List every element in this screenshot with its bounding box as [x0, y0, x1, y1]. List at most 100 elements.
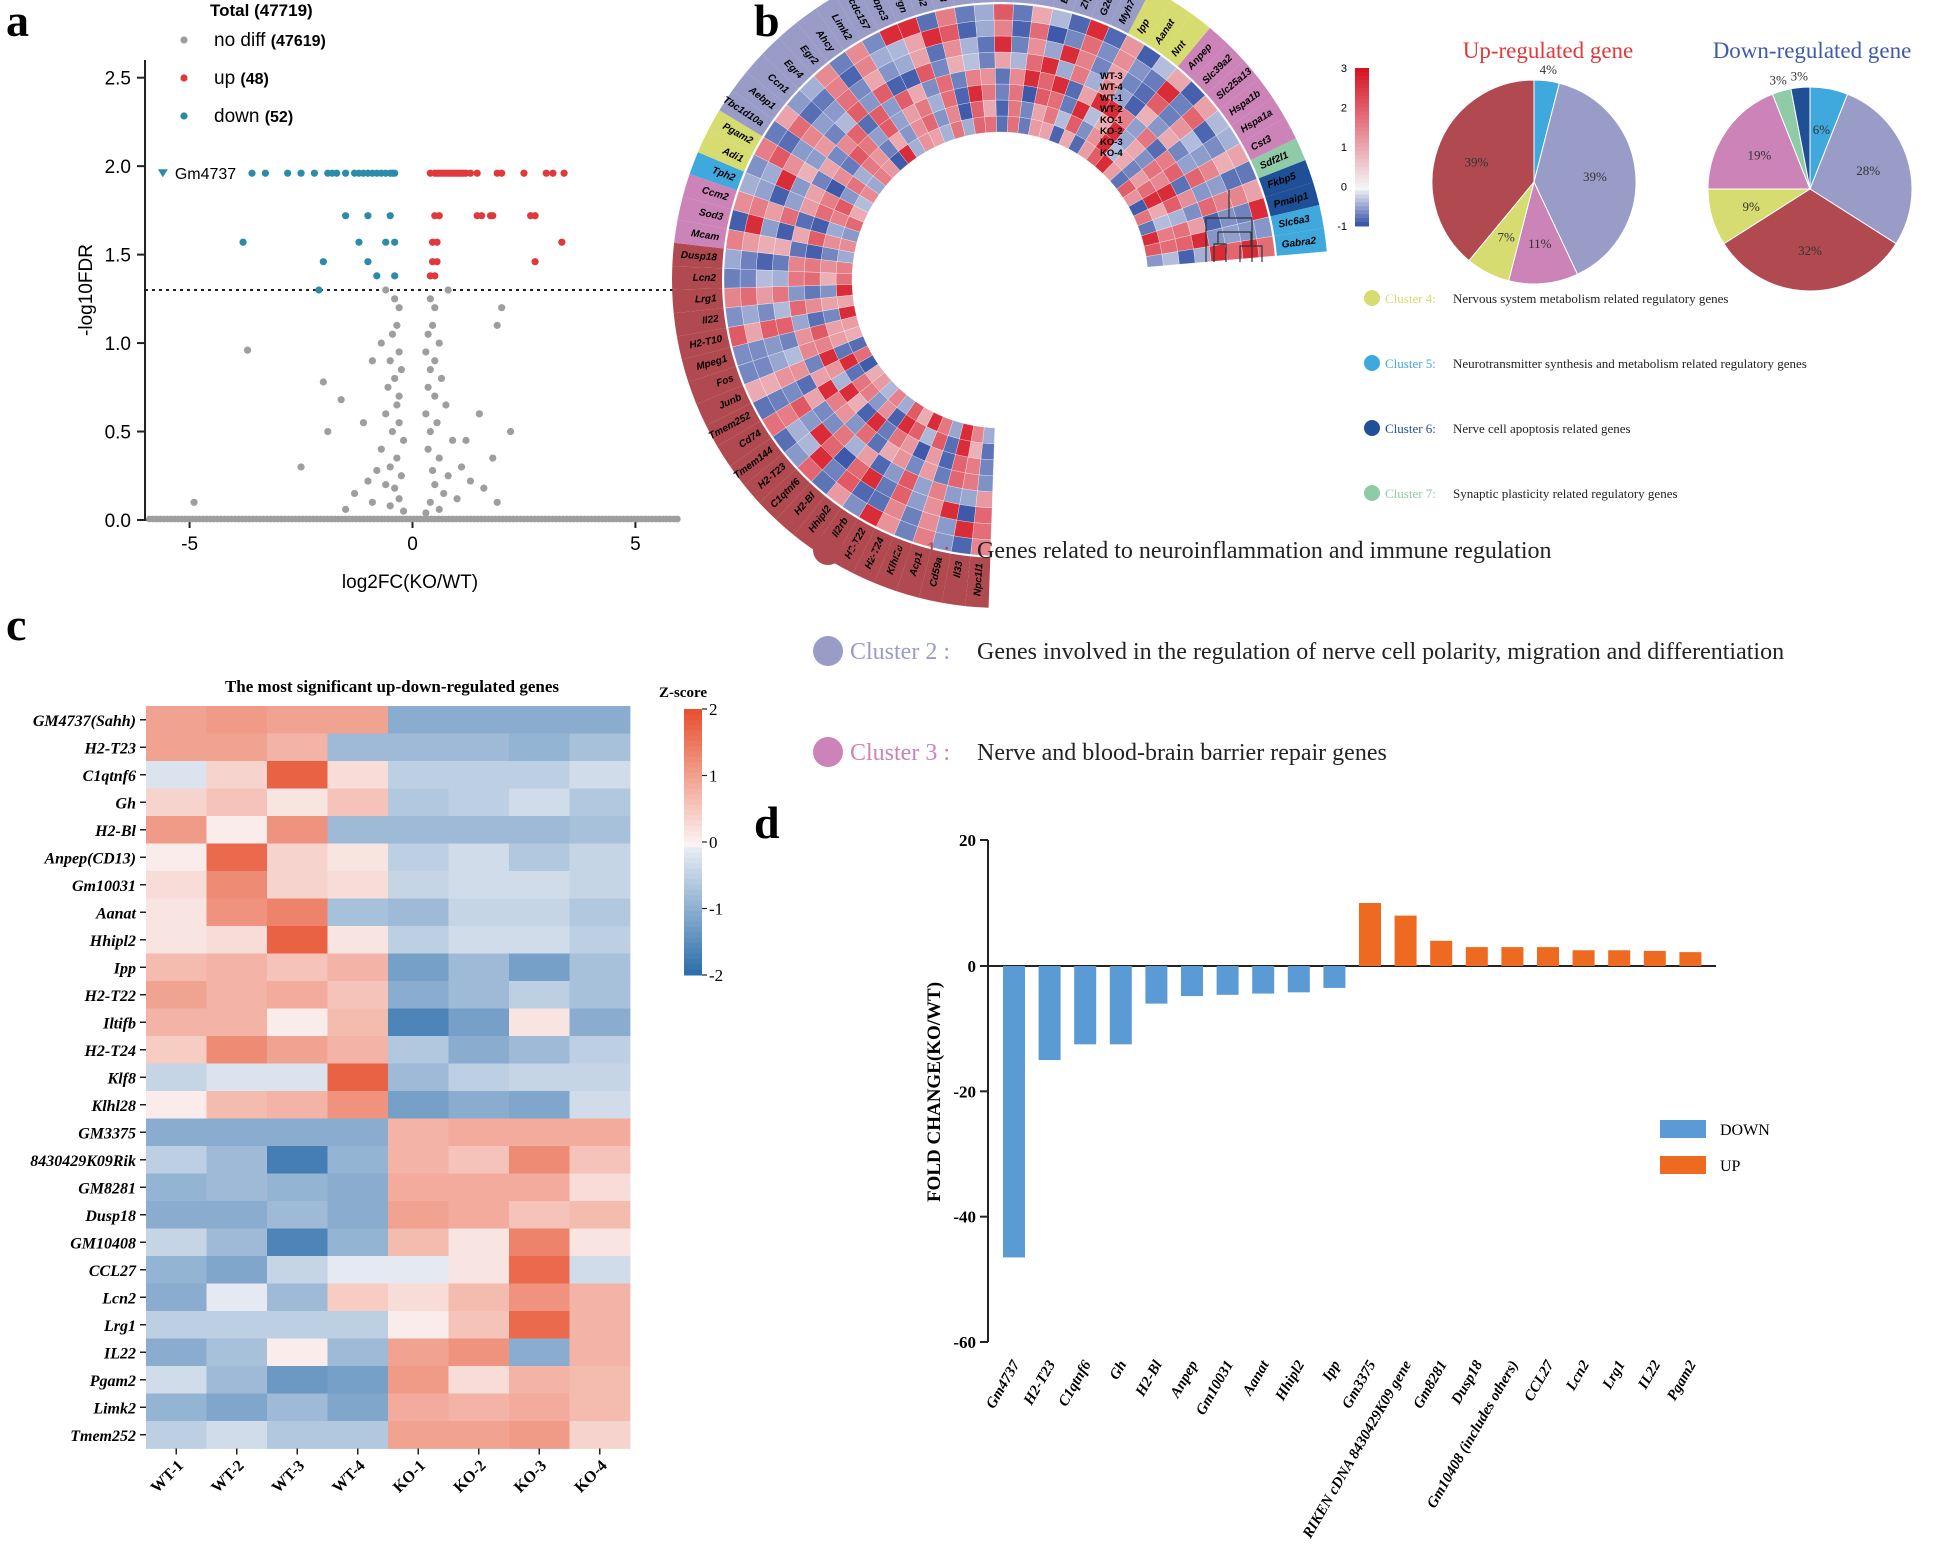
heat-cell — [509, 1036, 570, 1064]
cluster-band — [681, 347, 736, 383]
row-label: Gh — [116, 795, 137, 812]
scale-step — [684, 826, 702, 832]
heat-cell — [146, 1311, 207, 1339]
bar — [1181, 966, 1203, 997]
point-no-diff — [337, 396, 345, 404]
point-down — [355, 238, 363, 246]
heatmap-cells — [146, 706, 631, 1449]
cluster-band — [1128, 0, 1172, 44]
heat-cell — [388, 1421, 449, 1449]
y-tick-label: 20 — [959, 831, 976, 850]
scale-step — [684, 772, 702, 779]
heat-cell — [267, 1008, 328, 1037]
heat-cell — [509, 926, 570, 954]
heat-cell — [146, 788, 207, 817]
cluster-band — [815, 0, 861, 50]
heat-cell — [448, 1311, 510, 1339]
heat-cell — [267, 1338, 328, 1367]
heat-cell — [1008, 84, 1024, 102]
heat-cell — [146, 898, 207, 927]
point-no-diff — [397, 366, 405, 374]
heat-cell — [569, 1063, 631, 1092]
heat-cell — [388, 761, 449, 789]
heat-cell — [267, 843, 328, 872]
bar — [1323, 966, 1346, 988]
heat-cell — [388, 871, 449, 899]
cluster-band — [887, 0, 916, 22]
scale-step — [1355, 115, 1369, 120]
point-no-diff — [359, 419, 368, 427]
scale-step — [684, 762, 702, 769]
row-label: GM10408 — [70, 1235, 136, 1252]
point-down — [284, 169, 292, 177]
heat-cell — [327, 1063, 389, 1092]
point-up — [558, 238, 566, 246]
heat-cell — [448, 1146, 510, 1174]
point-no-diff — [350, 489, 359, 498]
cluster-band — [677, 196, 732, 229]
heat-cell — [788, 255, 806, 272]
heat-cell — [448, 1118, 510, 1147]
point-no-diff — [462, 436, 470, 444]
heat-cell — [448, 1421, 510, 1449]
cluster-band — [796, 8, 844, 62]
point-up — [542, 169, 550, 177]
heat-cell — [1193, 246, 1212, 264]
scale-tick-label: 1 — [1341, 142, 1347, 154]
point-down — [364, 212, 372, 220]
heat-cell — [267, 981, 328, 1009]
heat-cell — [569, 843, 631, 872]
heat-cell — [448, 981, 510, 1009]
point-no-diff — [426, 498, 434, 506]
point-no-diff — [388, 427, 397, 436]
gene-label: Mcam — [690, 228, 720, 243]
cluster-band — [1072, 0, 1098, 18]
scale-step — [1355, 166, 1369, 172]
y-tick-label: 0 — [968, 957, 977, 976]
cluster-band — [973, 0, 994, 4]
point-up — [549, 169, 557, 177]
heat-cell — [448, 1256, 510, 1284]
cluster-band — [1177, 27, 1228, 80]
legend-dot-down — [180, 112, 188, 120]
heat-cell — [509, 1063, 570, 1092]
heat-cell — [327, 761, 389, 789]
scale-step — [1355, 198, 1369, 203]
point-no-diff — [297, 463, 305, 471]
point-no-diff — [480, 484, 488, 492]
heat-cell — [388, 843, 449, 872]
legend-small-desc: Nerve cell apoptosis related genes — [1453, 421, 1631, 436]
legend-text: no diff — [214, 30, 271, 51]
scale-step — [684, 959, 702, 965]
scale-step — [684, 847, 702, 854]
heat-cell — [981, 83, 997, 101]
legend-small-label: Cluster 5: — [1385, 356, 1436, 371]
point-down — [391, 169, 399, 177]
heat-cell — [569, 1036, 631, 1064]
row-label: Lrg1 — [103, 1318, 136, 1335]
scale-step — [684, 868, 702, 875]
heat-cell — [327, 1146, 389, 1174]
point-no-diff — [393, 321, 401, 329]
heat-cell — [388, 898, 449, 927]
heat-cell — [962, 472, 980, 491]
cluster-band — [1053, 0, 1076, 12]
legend-text: down — [214, 106, 265, 127]
row-label: CCL27 — [89, 1263, 137, 1280]
heat-cell — [146, 871, 207, 899]
row-label: C1qtnf6 — [83, 768, 136, 785]
row-label: GM3375 — [78, 1125, 136, 1142]
scale-step — [684, 873, 702, 880]
pie-label: 7% — [1498, 230, 1516, 245]
volcano-x-ticks: -5 0 5 — [181, 520, 641, 555]
heat-cell — [1161, 251, 1180, 266]
heat-cell — [741, 231, 761, 253]
legend-small-desc: Neurotransmitter synthesis and metabolis… — [1453, 356, 1807, 371]
heat-cell — [994, 51, 1012, 69]
point-no-diff — [422, 509, 430, 517]
volcano-plot: 0.0 0.5 1.0 1.5 2.0 2.5 -5 0 5 log2FC(KO/WT) -l… — [76, 1, 681, 593]
legend-large-label: Cluster 2 : — [850, 639, 950, 665]
heat-cell — [953, 519, 975, 539]
heat-cell — [267, 1118, 328, 1147]
scale-step — [684, 932, 702, 939]
